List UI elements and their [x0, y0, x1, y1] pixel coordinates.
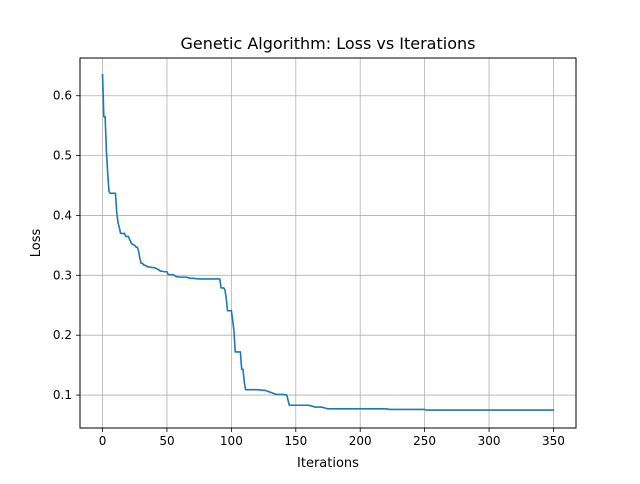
y-axis-label: Loss: [29, 229, 44, 258]
x-tick-label: 200: [349, 434, 372, 448]
x-tick-label: 300: [478, 434, 501, 448]
x-tick-label: 350: [542, 434, 565, 448]
y-tick-label: 0.3: [53, 268, 72, 282]
y-tick-label: 0.1: [53, 388, 72, 402]
y-tick-label: 0.5: [53, 149, 72, 163]
x-tick-label: 100: [220, 434, 243, 448]
axes-frame: [79, 57, 577, 429]
x-axis-label: Iterations: [297, 456, 359, 471]
y-tick-label: 0.2: [53, 328, 72, 342]
x-tick-label: 0: [99, 434, 107, 448]
chart-title: Genetic Algorithm: Loss vs Iterations: [181, 34, 476, 53]
y-tick-label: 0.6: [53, 89, 72, 103]
plot-area: [101, 73, 555, 411]
axis-ticks: 0 50 100 150 200 250 300 350 0.1 0.2 0.3 0.4 0.5 0.6: [53, 89, 565, 448]
x-tick-label: 50: [159, 434, 174, 448]
x-tick-label: 250: [413, 434, 436, 448]
loss-series-line: [101, 73, 555, 411]
x-tick-label: 150: [284, 434, 307, 448]
grid-lines: [80, 58, 576, 428]
y-tick-label: 0.4: [53, 208, 72, 222]
